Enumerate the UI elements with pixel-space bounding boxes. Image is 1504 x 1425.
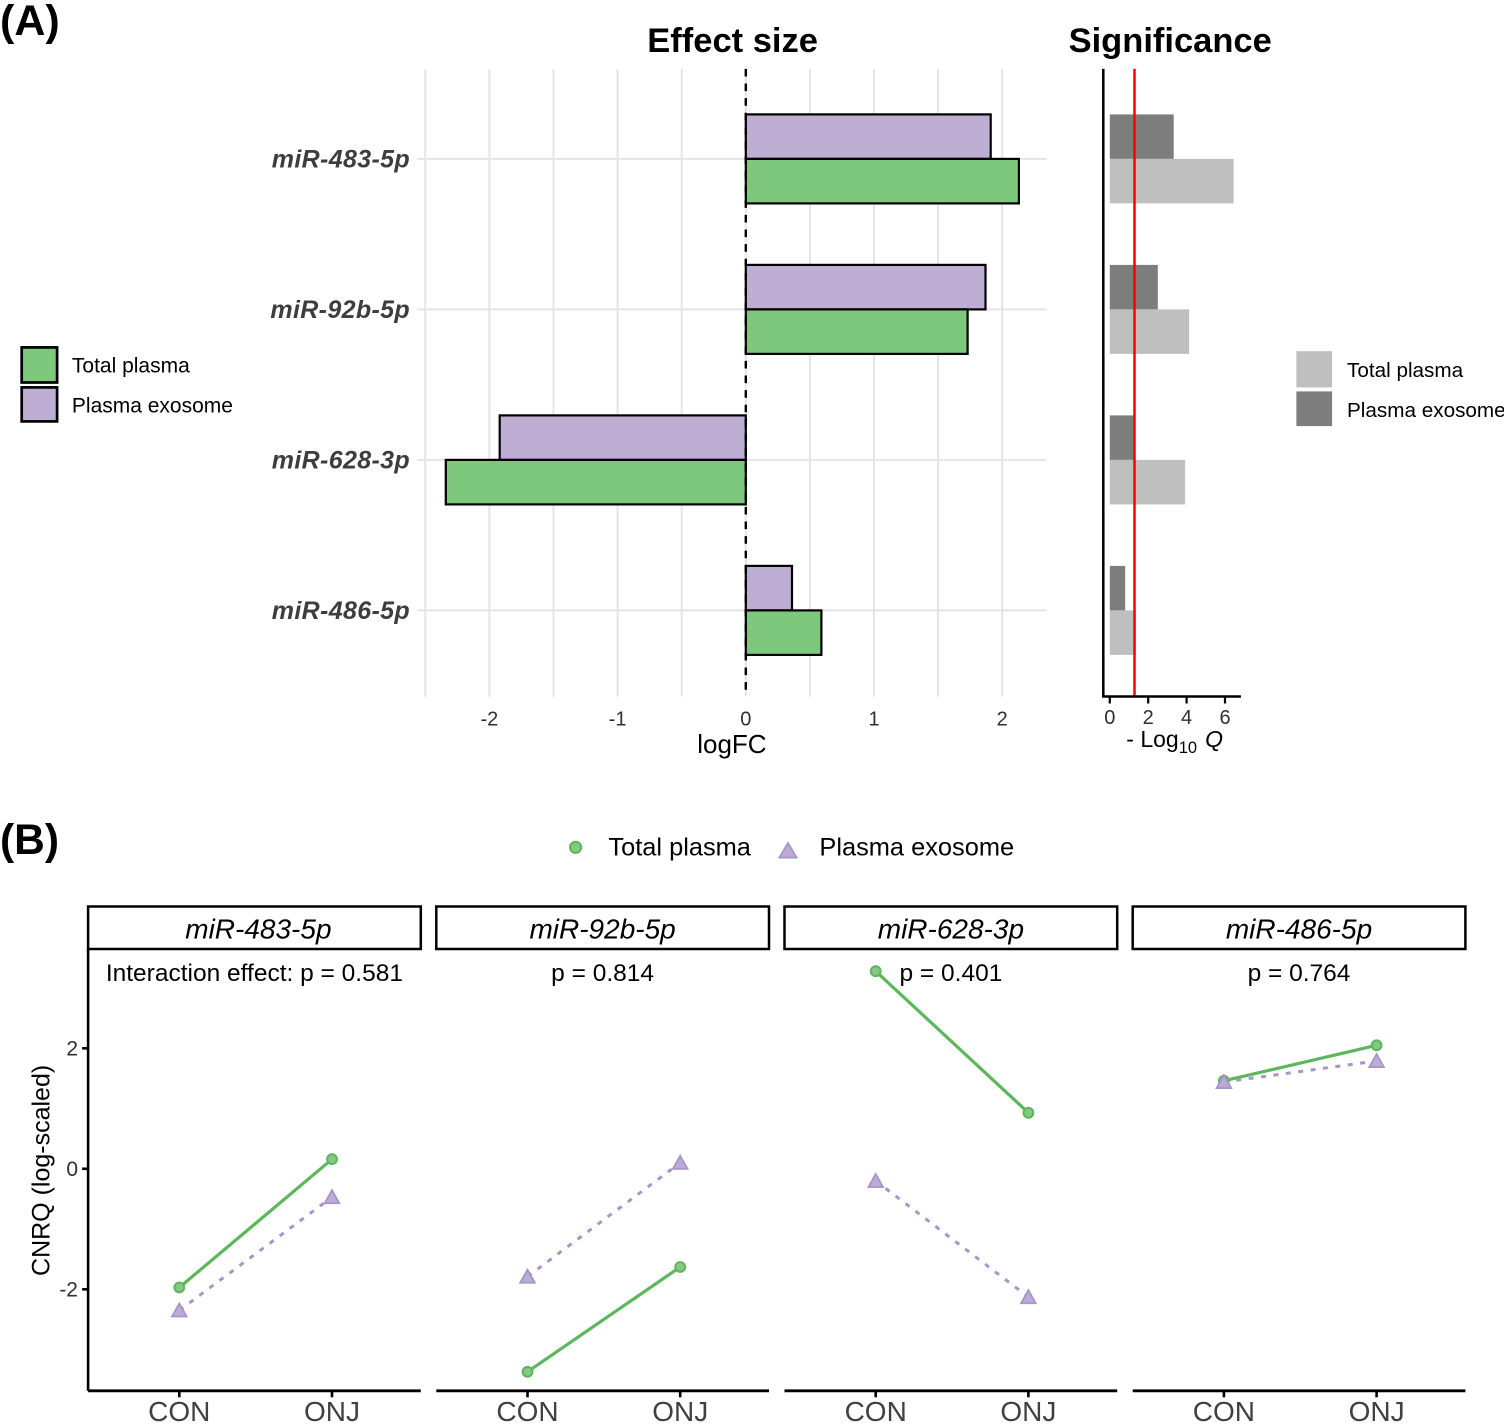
svg-text:Plasma exosome: Plasma exosome (1347, 399, 1504, 422)
svg-text:CON: CON (496, 1396, 558, 1425)
svg-text:miR-628-3p: miR-628-3p (878, 914, 1024, 945)
svg-text:0: 0 (1104, 707, 1115, 729)
svg-text:1: 1 (868, 708, 879, 730)
svg-text:0: 0 (740, 708, 751, 730)
svg-text:CON: CON (1193, 1396, 1255, 1425)
svg-text:-2: -2 (481, 708, 499, 730)
svg-text:4: 4 (1181, 707, 1192, 729)
svg-text:p = 0.764: p = 0.764 (1248, 960, 1351, 987)
svg-text:(B): (B) (0, 817, 59, 864)
svg-text:Interaction effect: p = 0.581: Interaction effect: p = 0.581 (106, 960, 403, 987)
svg-text:2: 2 (1143, 707, 1154, 729)
svg-text:ONJ: ONJ (304, 1396, 360, 1425)
svg-text:Total plasma: Total plasma (608, 834, 751, 862)
svg-text:ONJ: ONJ (1000, 1396, 1056, 1425)
svg-text:(A): (A) (0, 0, 60, 45)
svg-text:CON: CON (148, 1396, 210, 1425)
svg-text:6: 6 (1219, 707, 1230, 729)
svg-text:-1: -1 (609, 708, 627, 730)
svg-text:ONJ: ONJ (652, 1396, 708, 1425)
svg-text:miR-486-5p: miR-486-5p (1226, 914, 1372, 945)
svg-text:2: 2 (66, 1038, 78, 1061)
svg-text:CNRQ (log-scaled): CNRQ (log-scaled) (28, 1065, 56, 1276)
svg-text:Effect size: Effect size (647, 22, 818, 60)
svg-text:p = 0.814: p = 0.814 (551, 960, 654, 987)
svg-text:ONJ: ONJ (1349, 1396, 1405, 1425)
svg-text:CON: CON (845, 1396, 907, 1425)
svg-text:miR-483-5p: miR-483-5p (272, 146, 410, 174)
svg-text:Plasma exosome: Plasma exosome (819, 834, 1014, 862)
svg-text:-2: -2 (59, 1279, 78, 1302)
svg-text:logFC: logFC (697, 729, 766, 759)
svg-text:miR-92b-5p: miR-92b-5p (529, 914, 675, 945)
svg-text:Total plasma: Total plasma (1347, 359, 1464, 382)
svg-text:Significance: Significance (1069, 22, 1272, 60)
svg-text:2: 2 (997, 708, 1008, 730)
svg-text:Plasma exosome: Plasma exosome (72, 395, 233, 418)
svg-text:Total plasma: Total plasma (72, 355, 190, 378)
svg-text:0: 0 (66, 1158, 78, 1181)
svg-text:miR-486-5p: miR-486-5p (272, 597, 410, 625)
svg-text:p = 0.401: p = 0.401 (899, 960, 1002, 987)
svg-text:miR-628-3p: miR-628-3p (272, 447, 410, 475)
svg-text:miR-92b-5p: miR-92b-5p (270, 296, 410, 324)
svg-text:miR-483-5p: miR-483-5p (185, 914, 331, 945)
